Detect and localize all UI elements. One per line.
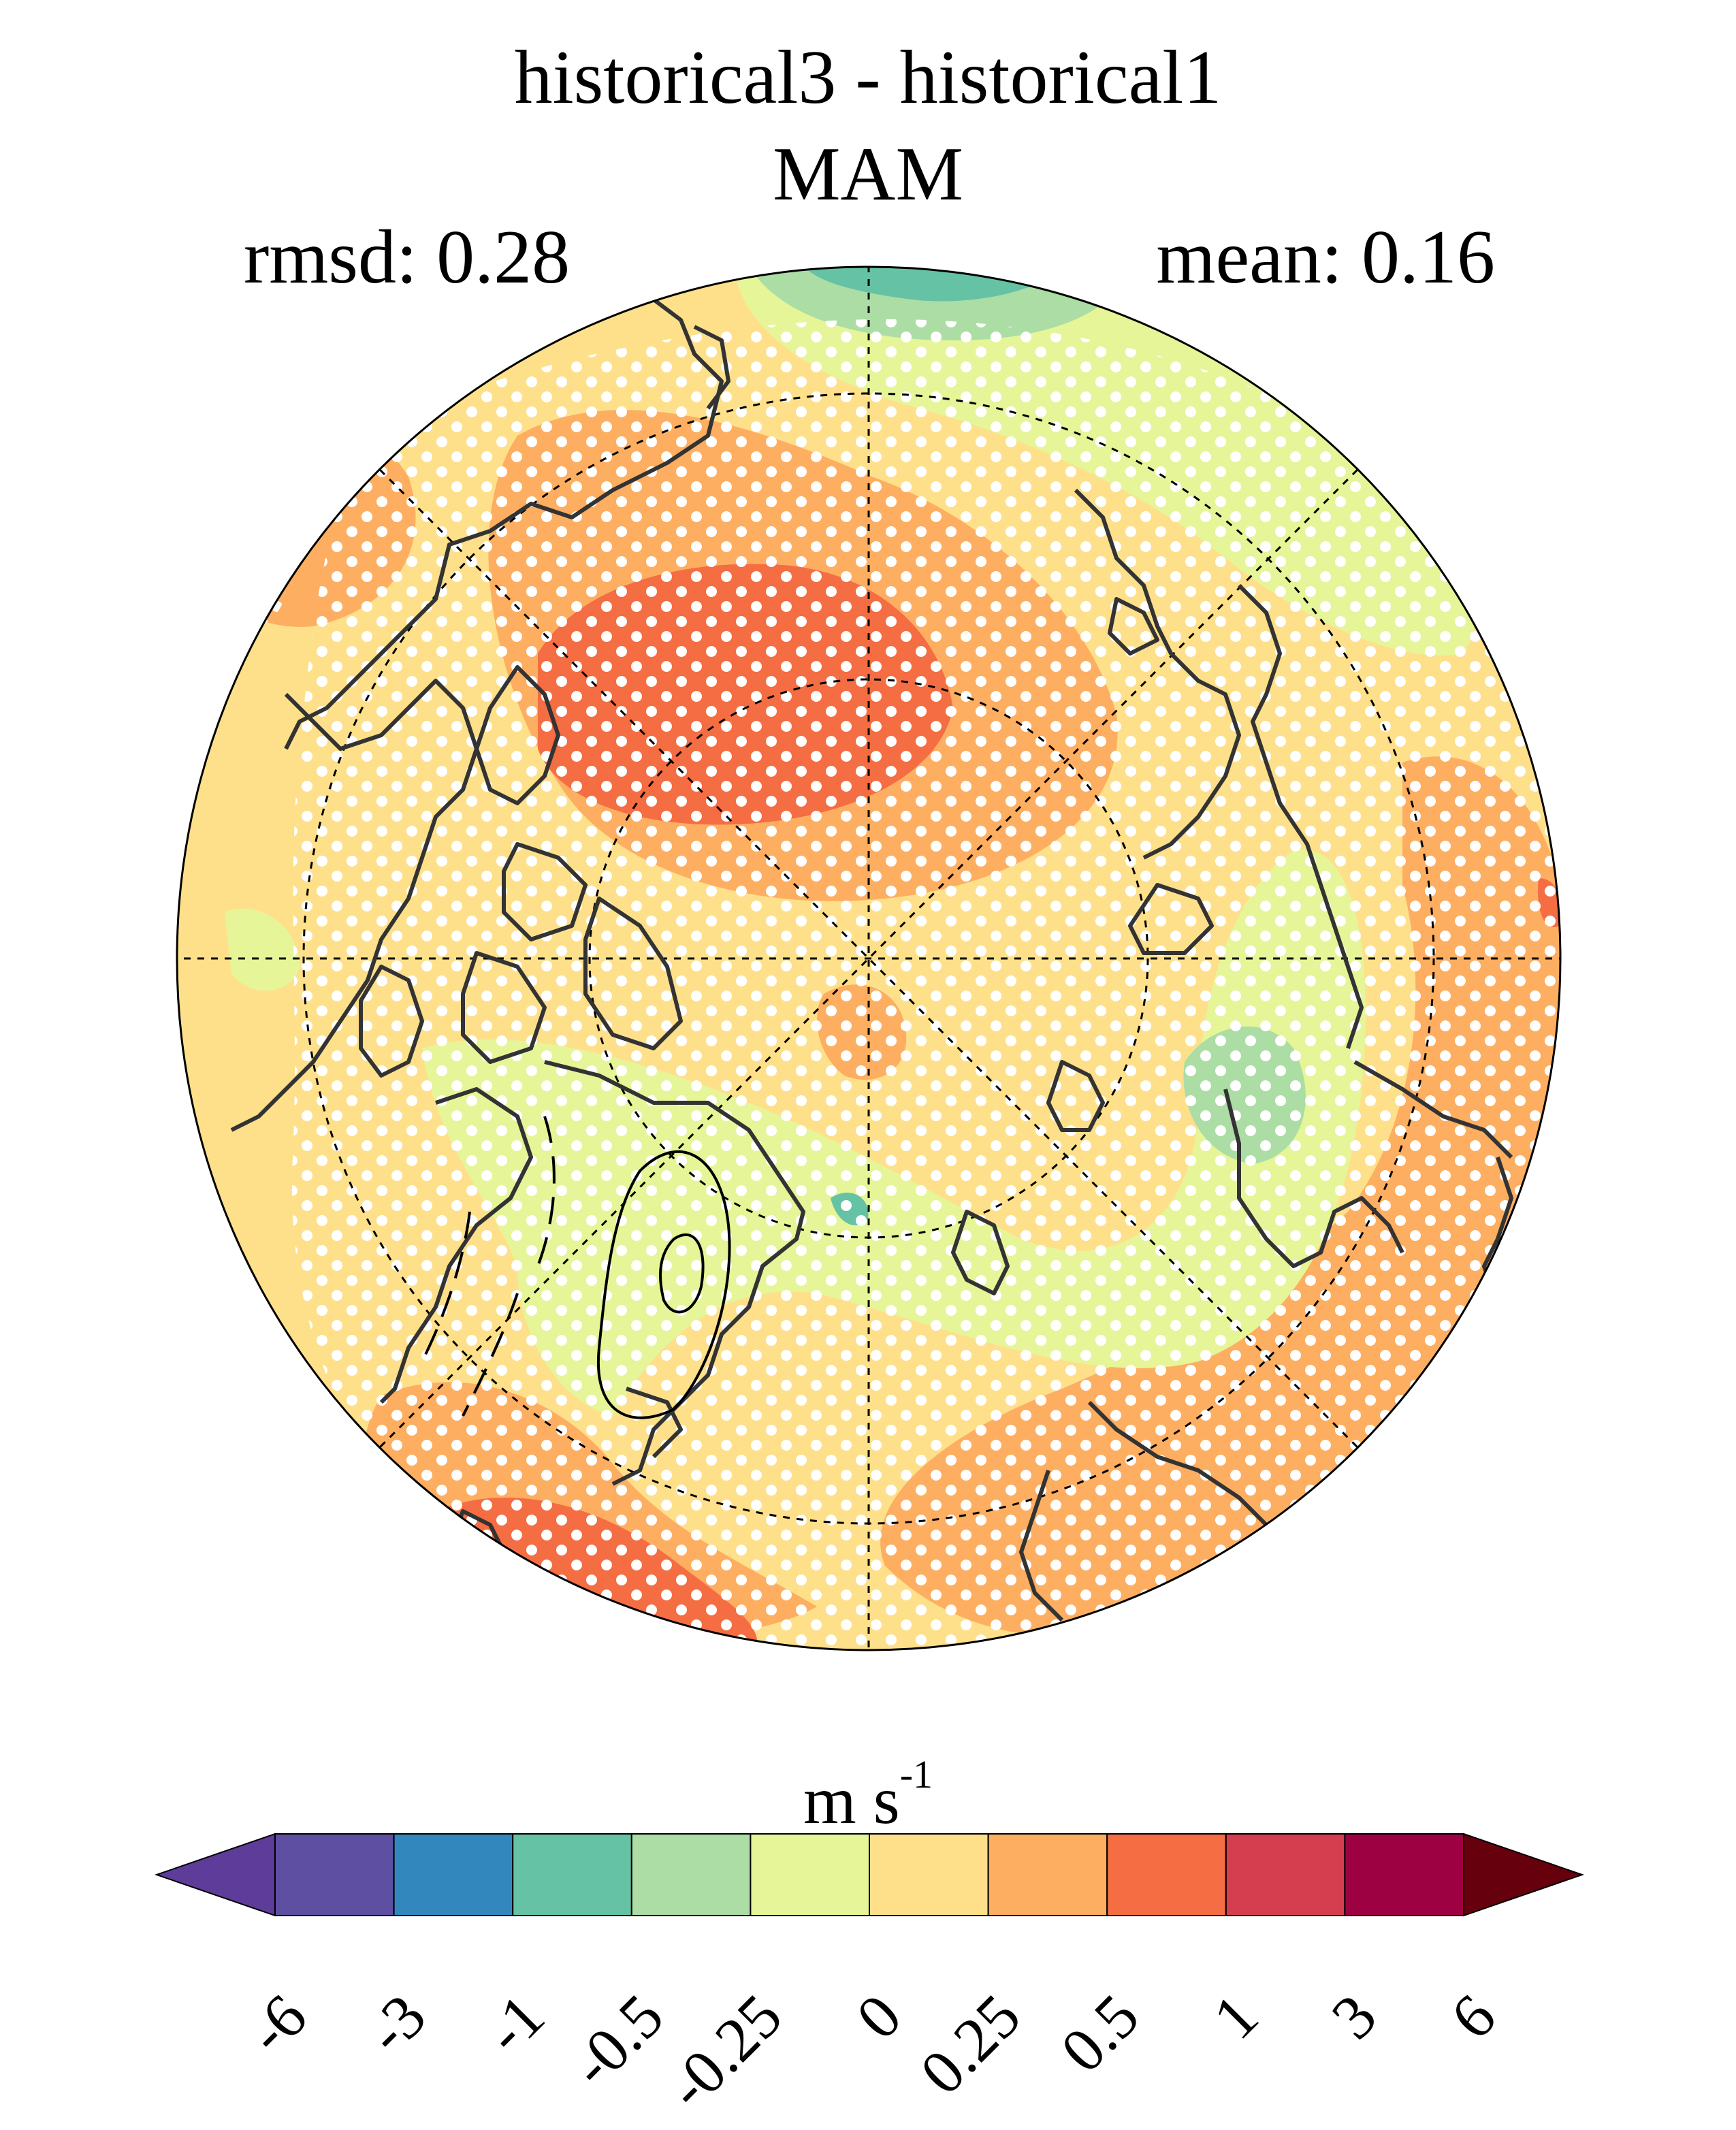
units-exponent: -1 xyxy=(899,1752,933,1796)
colorbar-low-extend xyxy=(154,1833,276,1917)
colorbar-segment xyxy=(512,1833,632,1916)
colorbar-segment xyxy=(274,1833,395,1916)
title-line-1: historical3 - historical1 xyxy=(514,35,1222,120)
colorbar-segment xyxy=(1225,1833,1346,1916)
graticule xyxy=(177,267,1560,1650)
units-label: m s-1 xyxy=(0,1755,1736,1835)
colorbar-segment xyxy=(1106,1833,1227,1916)
colorbar-segment xyxy=(987,1833,1108,1916)
contours xyxy=(421,1116,731,1419)
map-border xyxy=(176,265,1562,1651)
mean-label: mean: 0.16 xyxy=(1156,215,1495,300)
colorbar-segment xyxy=(750,1833,871,1916)
negative-region xyxy=(225,908,300,991)
significance-stippling xyxy=(291,319,1560,1647)
colorbar-segment xyxy=(630,1833,752,1916)
map-field xyxy=(177,267,1560,1650)
title-line-2: MAM xyxy=(772,132,964,216)
colorbar-segment xyxy=(869,1833,989,1916)
coastlines xyxy=(230,297,1513,1622)
colorbar-high-extend xyxy=(1463,1833,1585,1917)
units-main: m s xyxy=(803,1762,900,1838)
rmsd-label: rmsd: 0.28 xyxy=(244,215,570,300)
colorbar-segment xyxy=(393,1833,514,1916)
colorbar-segment xyxy=(1344,1833,1465,1916)
polar-map xyxy=(176,265,1562,1651)
colorbar-segments xyxy=(274,1833,1465,1916)
